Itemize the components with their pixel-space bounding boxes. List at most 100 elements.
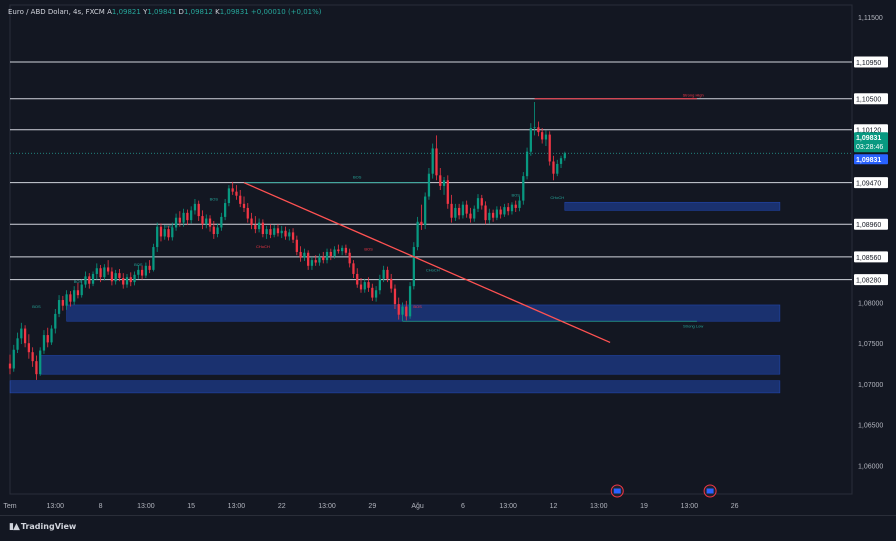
candle-body[interactable] bbox=[212, 226, 215, 235]
candle-body[interactable] bbox=[476, 198, 480, 209]
candle-body[interactable] bbox=[473, 208, 476, 219]
candle-body[interactable] bbox=[491, 212, 495, 218]
candle-body[interactable] bbox=[163, 229, 166, 237]
candle-body[interactable] bbox=[390, 278, 393, 289]
candle-body[interactable] bbox=[242, 203, 246, 208]
candle-body[interactable] bbox=[329, 251, 332, 257]
candle-body[interactable] bbox=[171, 227, 174, 238]
candle-body[interactable] bbox=[348, 252, 351, 264]
candle-body[interactable] bbox=[322, 256, 325, 261]
candle-body[interactable] bbox=[265, 229, 268, 235]
candle-body[interactable] bbox=[257, 222, 261, 230]
candle-body[interactable] bbox=[235, 191, 238, 196]
candle-body[interactable] bbox=[125, 277, 129, 285]
candle-body[interactable] bbox=[303, 252, 306, 258]
candle-body[interactable] bbox=[525, 151, 529, 177]
candle-body[interactable] bbox=[54, 313, 57, 329]
candle-body[interactable] bbox=[57, 300, 61, 314]
candle-body[interactable] bbox=[548, 134, 551, 162]
candle-body[interactable] bbox=[333, 249, 336, 257]
candle-body[interactable] bbox=[88, 276, 91, 284]
candle-body[interactable] bbox=[314, 260, 317, 263]
candle-body[interactable] bbox=[61, 300, 64, 306]
candle-body[interactable] bbox=[318, 256, 321, 263]
candle-body[interactable] bbox=[393, 288, 397, 305]
candle-body[interactable] bbox=[352, 263, 355, 274]
trendline[interactable] bbox=[243, 182, 611, 344]
candle-body[interactable] bbox=[140, 269, 144, 276]
candle-body[interactable] bbox=[337, 249, 340, 252]
candle-body[interactable] bbox=[23, 328, 27, 344]
candle-body[interactable] bbox=[344, 247, 348, 253]
candle-body[interactable] bbox=[110, 271, 114, 282]
candle-body[interactable] bbox=[216, 227, 219, 235]
candle-body[interactable] bbox=[295, 239, 298, 252]
candle-body[interactable] bbox=[174, 217, 178, 228]
candle-body[interactable] bbox=[208, 218, 212, 227]
candle-body[interactable] bbox=[495, 209, 499, 218]
candle-body[interactable] bbox=[442, 180, 446, 186]
candle-body[interactable] bbox=[416, 221, 419, 248]
candle-body[interactable] bbox=[103, 267, 106, 278]
candle-body[interactable] bbox=[8, 363, 12, 369]
candle-body[interactable] bbox=[42, 335, 46, 351]
candle-body[interactable] bbox=[12, 349, 15, 369]
candle-body[interactable] bbox=[435, 148, 438, 176]
candle-body[interactable] bbox=[412, 247, 415, 287]
candle-body[interactable] bbox=[231, 188, 234, 192]
candle-body[interactable] bbox=[356, 273, 359, 285]
candle-body[interactable] bbox=[439, 175, 442, 186]
candle-body[interactable] bbox=[544, 134, 548, 140]
candle-body[interactable] bbox=[382, 269, 385, 279]
candle-body[interactable] bbox=[205, 218, 208, 225]
candle-body[interactable] bbox=[518, 200, 521, 208]
candle-body[interactable] bbox=[307, 252, 310, 266]
candle-body[interactable] bbox=[186, 212, 189, 221]
candle-body[interactable] bbox=[178, 217, 181, 223]
candle-body[interactable] bbox=[533, 127, 536, 129]
candle-body[interactable] bbox=[193, 203, 197, 211]
candle-body[interactable] bbox=[484, 205, 487, 221]
candle-body[interactable] bbox=[46, 335, 49, 343]
candle-body[interactable] bbox=[288, 232, 291, 237]
candle-body[interactable] bbox=[69, 294, 72, 302]
candle-body[interactable] bbox=[114, 273, 117, 282]
candle-body[interactable] bbox=[190, 210, 193, 221]
candle-body[interactable] bbox=[363, 282, 366, 290]
candle-body[interactable] bbox=[80, 284, 83, 296]
candle-body[interactable] bbox=[76, 290, 80, 296]
candle-body[interactable] bbox=[405, 306, 408, 317]
candle-body[interactable] bbox=[31, 352, 34, 362]
candle-body[interactable] bbox=[122, 278, 125, 285]
candle-body[interactable] bbox=[65, 294, 68, 306]
candle-body[interactable] bbox=[340, 247, 344, 252]
candle-body[interactable] bbox=[408, 286, 412, 317]
candle-body[interactable] bbox=[378, 278, 382, 291]
candle-body[interactable] bbox=[541, 132, 544, 140]
candle-body[interactable] bbox=[280, 230, 283, 234]
candle-body[interactable] bbox=[35, 361, 38, 375]
candle-body[interactable] bbox=[201, 216, 204, 225]
candle-body[interactable] bbox=[507, 207, 510, 212]
candle-body[interactable] bbox=[359, 284, 363, 290]
candle-body[interactable] bbox=[118, 273, 121, 279]
candle-body[interactable] bbox=[514, 204, 517, 208]
candle-body[interactable] bbox=[499, 209, 502, 215]
candle-body[interactable] bbox=[310, 260, 314, 266]
candle-body[interactable] bbox=[20, 328, 23, 339]
candle-body[interactable] bbox=[510, 204, 514, 212]
candle-body[interactable] bbox=[284, 230, 287, 237]
candle-body[interactable] bbox=[431, 148, 434, 174]
candle-body[interactable] bbox=[91, 273, 95, 284]
candle-body[interactable] bbox=[427, 173, 431, 197]
candle-body[interactable] bbox=[261, 222, 265, 235]
candle-body[interactable] bbox=[386, 269, 389, 279]
candle-body[interactable] bbox=[273, 228, 276, 235]
candle-body[interactable] bbox=[250, 218, 253, 226]
candle-body[interactable] bbox=[133, 274, 136, 283]
candle-body[interactable] bbox=[99, 268, 102, 278]
candle-body[interactable] bbox=[27, 343, 31, 353]
candle-body[interactable] bbox=[95, 268, 98, 274]
candle-body[interactable] bbox=[446, 180, 449, 204]
candle-body[interactable] bbox=[397, 304, 400, 315]
